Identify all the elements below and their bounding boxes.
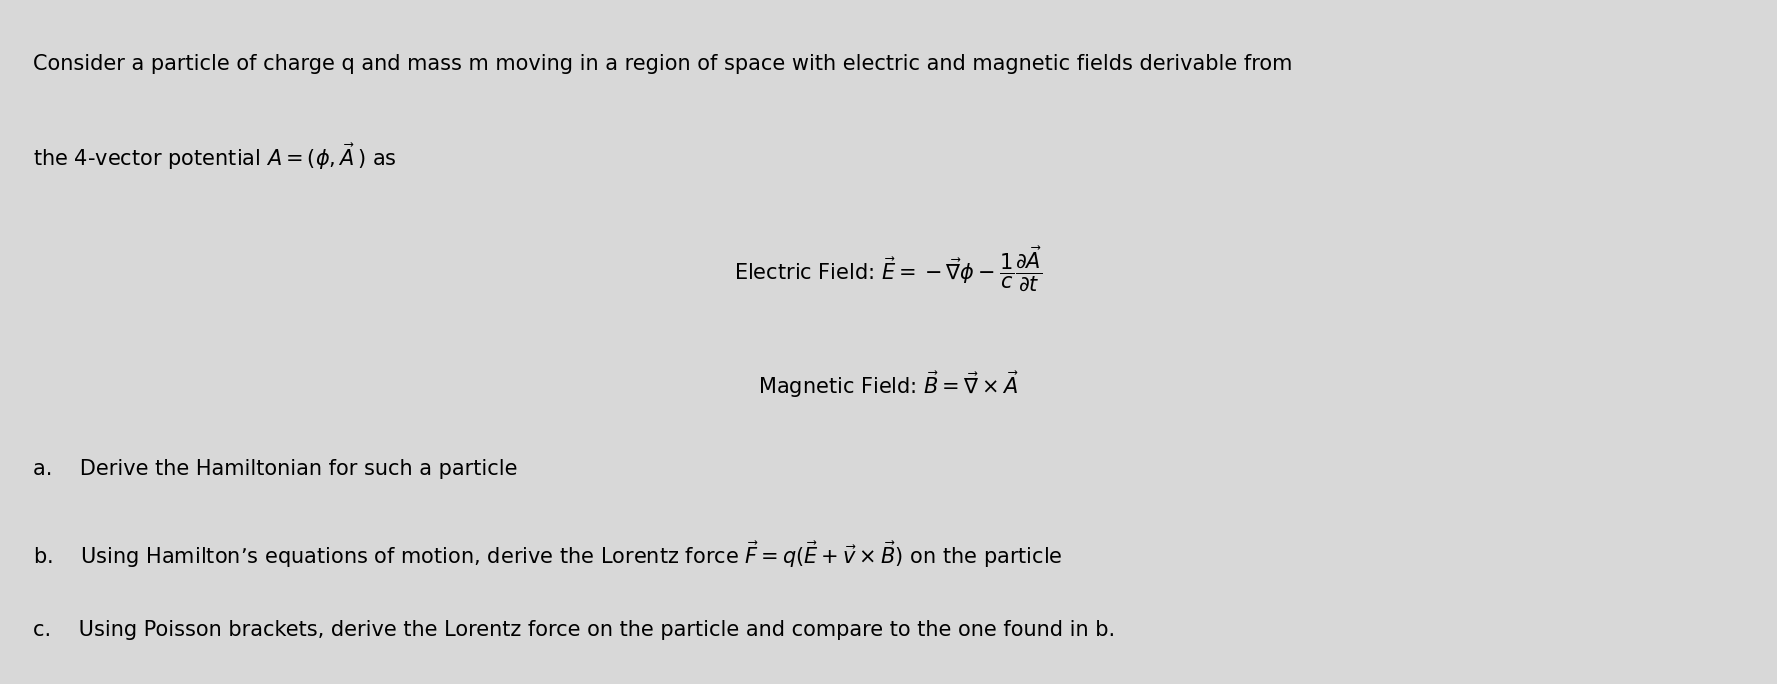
Text: Magnetic Field: $\vec{B} = \vec{\nabla} \times \vec{A}$: Magnetic Field: $\vec{B} = \vec{\nabla} … bbox=[759, 369, 1018, 399]
Text: b.  Using Hamilton’s equations of motion, derive the Lorentz force $\vec{F} = q(: b. Using Hamilton’s equations of motion,… bbox=[34, 540, 1063, 570]
Text: c.  Using Poisson brackets, derive the Lorentz force on the particle and compare: c. Using Poisson brackets, derive the Lo… bbox=[34, 620, 1116, 640]
Text: Electric Field: $\vec{E} = -\vec{\nabla}\phi - \dfrac{1}{c}\dfrac{\partial\vec{A: Electric Field: $\vec{E} = -\vec{\nabla}… bbox=[734, 245, 1043, 293]
Text: Consider a particle of charge q and mass m moving in a region of space with elec: Consider a particle of charge q and mass… bbox=[34, 54, 1292, 74]
Text: the 4-vector potential $A = (\phi, \vec{A}\,)$ as: the 4-vector potential $A = (\phi, \vec{… bbox=[34, 141, 396, 172]
Text: a.  Derive the Hamiltonian for such a particle: a. Derive the Hamiltonian for such a par… bbox=[34, 459, 517, 479]
